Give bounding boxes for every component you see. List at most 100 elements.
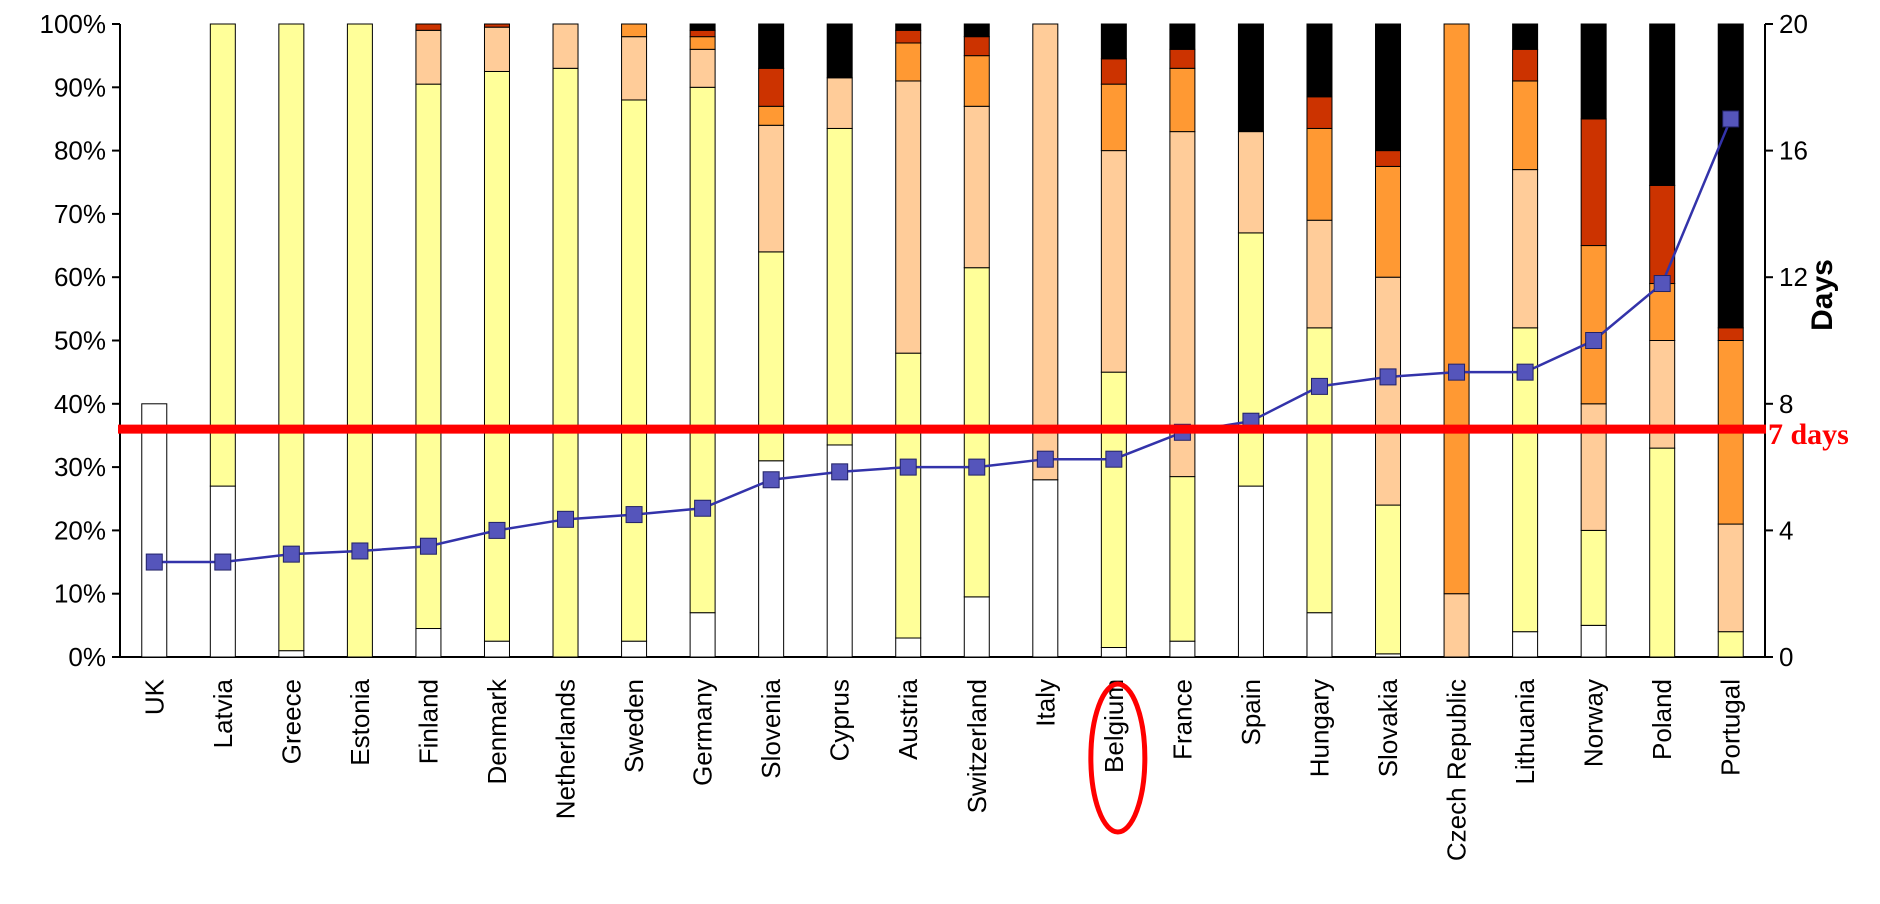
left-tick-label: 30% (54, 452, 106, 482)
bar-segment (1169, 48, 1196, 69)
category-label: Slovenia (756, 678, 786, 778)
bar-austria (895, 23, 922, 658)
category-label: Italy (1030, 679, 1060, 727)
left-tick-label: 10% (54, 579, 106, 609)
bar-germany (689, 23, 716, 658)
days-marker (694, 499, 712, 517)
bar-segment (621, 23, 648, 38)
bar-segment (1306, 327, 1333, 614)
bar-slovakia (1375, 23, 1402, 658)
category-label: Lithuania (1510, 678, 1540, 784)
category-label: Czech Republic (1442, 679, 1472, 861)
bar-segment (483, 70, 510, 642)
category-label: France (1167, 679, 1197, 760)
bar-segment (621, 36, 648, 101)
category-label: Netherlands (551, 679, 581, 819)
bar-segment (1580, 403, 1607, 531)
bar-segment (209, 485, 236, 658)
bar-segment (1375, 23, 1402, 152)
days-marker (1105, 450, 1123, 468)
category-label: Hungary (1304, 679, 1334, 777)
days-marker (1310, 377, 1328, 395)
bar-segment (895, 23, 922, 31)
bar-segment (826, 23, 853, 79)
bar-segment (895, 42, 922, 82)
bar-segment (1512, 80, 1539, 171)
bar-segment (963, 55, 990, 107)
bar-segment (963, 36, 990, 57)
bar-segment (1032, 479, 1059, 658)
left-tick-label: 0% (68, 642, 106, 672)
left-tick-label: 40% (54, 389, 106, 419)
bar-latvia (209, 23, 236, 658)
right-tick-label: 16 (1779, 136, 1808, 166)
days-marker (1448, 363, 1466, 381)
category-labels: UK Latvia Greece Estonia Finland Denmark Nethe… (139, 678, 1745, 861)
bar-cyprus (826, 23, 853, 658)
bar-segment (1717, 327, 1744, 341)
left-tick-label: 20% (54, 515, 106, 545)
bar-segment (1169, 476, 1196, 642)
bar-segment (1443, 593, 1470, 658)
bar-italy (1032, 23, 1059, 658)
bar-finland (415, 23, 442, 658)
bar-segment (1512, 169, 1539, 329)
days-marker (557, 510, 575, 528)
bar-segment (1580, 529, 1607, 626)
bar-segment (483, 640, 510, 658)
bar-segment (963, 596, 990, 658)
bar-segment (1169, 640, 1196, 658)
bar-segment (621, 99, 648, 642)
bar-segment (689, 29, 716, 38)
bar-hungary (1306, 23, 1333, 658)
bar-segment (209, 23, 236, 487)
bar-france (1169, 23, 1196, 658)
category-label: Slovakia (1373, 678, 1403, 777)
bar-segment (1306, 219, 1333, 329)
right-tick-label: 4 (1779, 515, 1793, 545)
bar-segment (895, 637, 922, 658)
days-marker (351, 542, 369, 560)
bar-segment (1649, 23, 1676, 186)
bar-segment (1580, 23, 1607, 120)
category-label: Finland (413, 679, 443, 764)
bar-segment (1717, 523, 1744, 633)
bar-segment (1032, 23, 1059, 481)
bar-segment (1169, 67, 1196, 133)
category-label: Cyprus (825, 679, 855, 761)
left-tick-label: 60% (54, 262, 106, 292)
bar-segment (1169, 23, 1196, 50)
bar-switzerland (963, 23, 990, 658)
bar-segment (758, 105, 785, 126)
bar-segment (1237, 131, 1264, 234)
bar-segment (826, 127, 853, 446)
days-marker (1379, 368, 1397, 386)
right-axis: 0 4 8 12 16 20 (1764, 9, 1808, 672)
bar-segment (895, 352, 922, 639)
bar-segment (895, 80, 922, 354)
category-label: Poland (1647, 679, 1677, 760)
bar-belgium (1100, 23, 1127, 658)
right-tick-label: 20 (1779, 9, 1808, 39)
bar-segment (415, 29, 442, 85)
bar-segment (689, 36, 716, 50)
bar-segment (415, 23, 442, 31)
bar-denmark (483, 23, 510, 658)
bar-czech-republic (1443, 23, 1470, 658)
bar-segment (1306, 23, 1333, 98)
bars (141, 23, 1744, 658)
category-label: Greece (276, 679, 306, 764)
bar-segment (689, 48, 716, 88)
bar-slovenia (758, 23, 785, 658)
bar-sweden (621, 23, 648, 658)
bar-segment (1100, 83, 1127, 152)
category-label: Latvia (208, 678, 238, 748)
bar-segment (483, 26, 510, 72)
bar-segment (758, 67, 785, 107)
bar-netherlands (552, 23, 579, 658)
bar-segment (689, 23, 716, 31)
days-marker (1516, 363, 1534, 381)
bar-norway (1580, 23, 1607, 658)
bar-spain (1237, 23, 1264, 658)
